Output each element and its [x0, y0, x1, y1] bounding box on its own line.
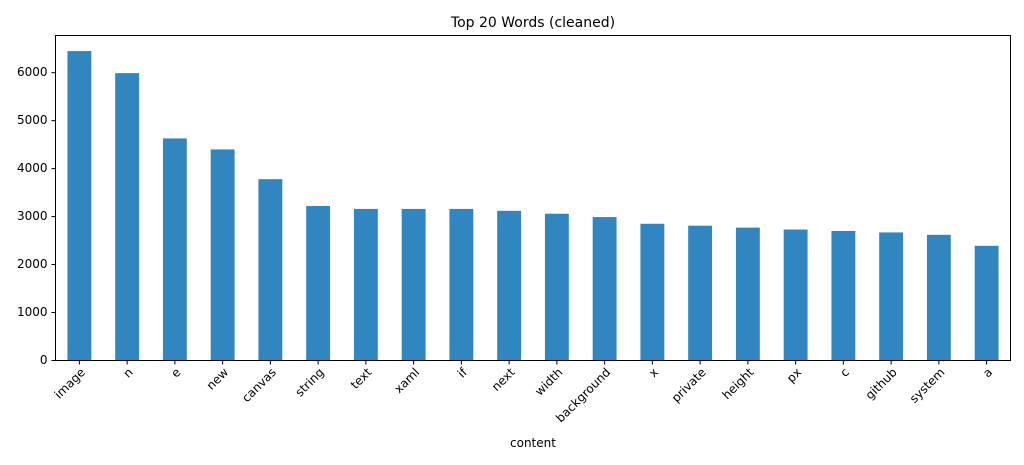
x-tick-label: text	[348, 365, 375, 392]
x-axis-label: content	[510, 436, 556, 450]
x-axis: image n e new canvas string text xaml if next widt…	[52, 360, 995, 425]
bar-c	[831, 230, 856, 361]
bar-text	[353, 208, 378, 361]
y-tick-label: 5000	[17, 113, 48, 127]
bar-a	[974, 245, 999, 361]
x-tick-label: xaml	[391, 365, 422, 396]
bar-image	[67, 51, 92, 361]
x-tick-label: github	[863, 365, 900, 402]
y-tick-label: 4000	[17, 161, 48, 175]
bar-github	[879, 232, 904, 361]
bar-width	[544, 213, 569, 361]
y-tick-label: 2000	[17, 257, 48, 271]
bar-canvas	[258, 179, 283, 361]
x-tick-label: string	[292, 365, 326, 399]
chart-title: Top 20 Words (cleaned)	[450, 15, 615, 31]
bar-height	[735, 227, 760, 361]
y-tick-label: 6000	[17, 65, 48, 79]
y-tick-label: 1000	[17, 305, 48, 319]
bar-background	[592, 217, 617, 361]
x-tick-label: a	[980, 365, 995, 380]
bar-system	[926, 234, 951, 361]
x-tick-label: height	[720, 365, 757, 402]
bar-new	[210, 149, 235, 361]
x-tick-label: system	[907, 365, 948, 406]
bar-xaml	[401, 208, 426, 361]
x-tick-label: px	[784, 365, 804, 385]
x-tick-label: private	[669, 365, 709, 405]
y-tick-label: 3000	[17, 209, 48, 223]
x-tick-label: new	[204, 365, 232, 393]
x-tick-label: width	[532, 365, 565, 398]
x-tick-label: e	[168, 365, 183, 380]
plot-frame	[55, 35, 1011, 361]
bar-string	[306, 206, 331, 361]
bar-n	[115, 73, 140, 361]
bar-x	[640, 223, 665, 361]
bar-if	[449, 208, 474, 361]
x-tick-label: n	[120, 365, 135, 380]
x-tick-label: if	[455, 365, 471, 381]
bar-next	[497, 210, 522, 361]
x-tick-label: canvas	[239, 365, 279, 405]
bars-group	[67, 51, 999, 361]
bar-private	[688, 225, 713, 361]
bar-e	[162, 138, 187, 361]
x-tick-label: next	[489, 365, 518, 394]
y-tick-label: 0	[40, 353, 48, 367]
bar-px	[783, 229, 808, 361]
x-tick-label: c	[837, 365, 852, 380]
x-tick-label: image	[52, 365, 88, 401]
x-tick-label: x	[646, 365, 661, 380]
y-axis: 0 1000 2000 3000 4000 5000 6000	[17, 65, 56, 367]
